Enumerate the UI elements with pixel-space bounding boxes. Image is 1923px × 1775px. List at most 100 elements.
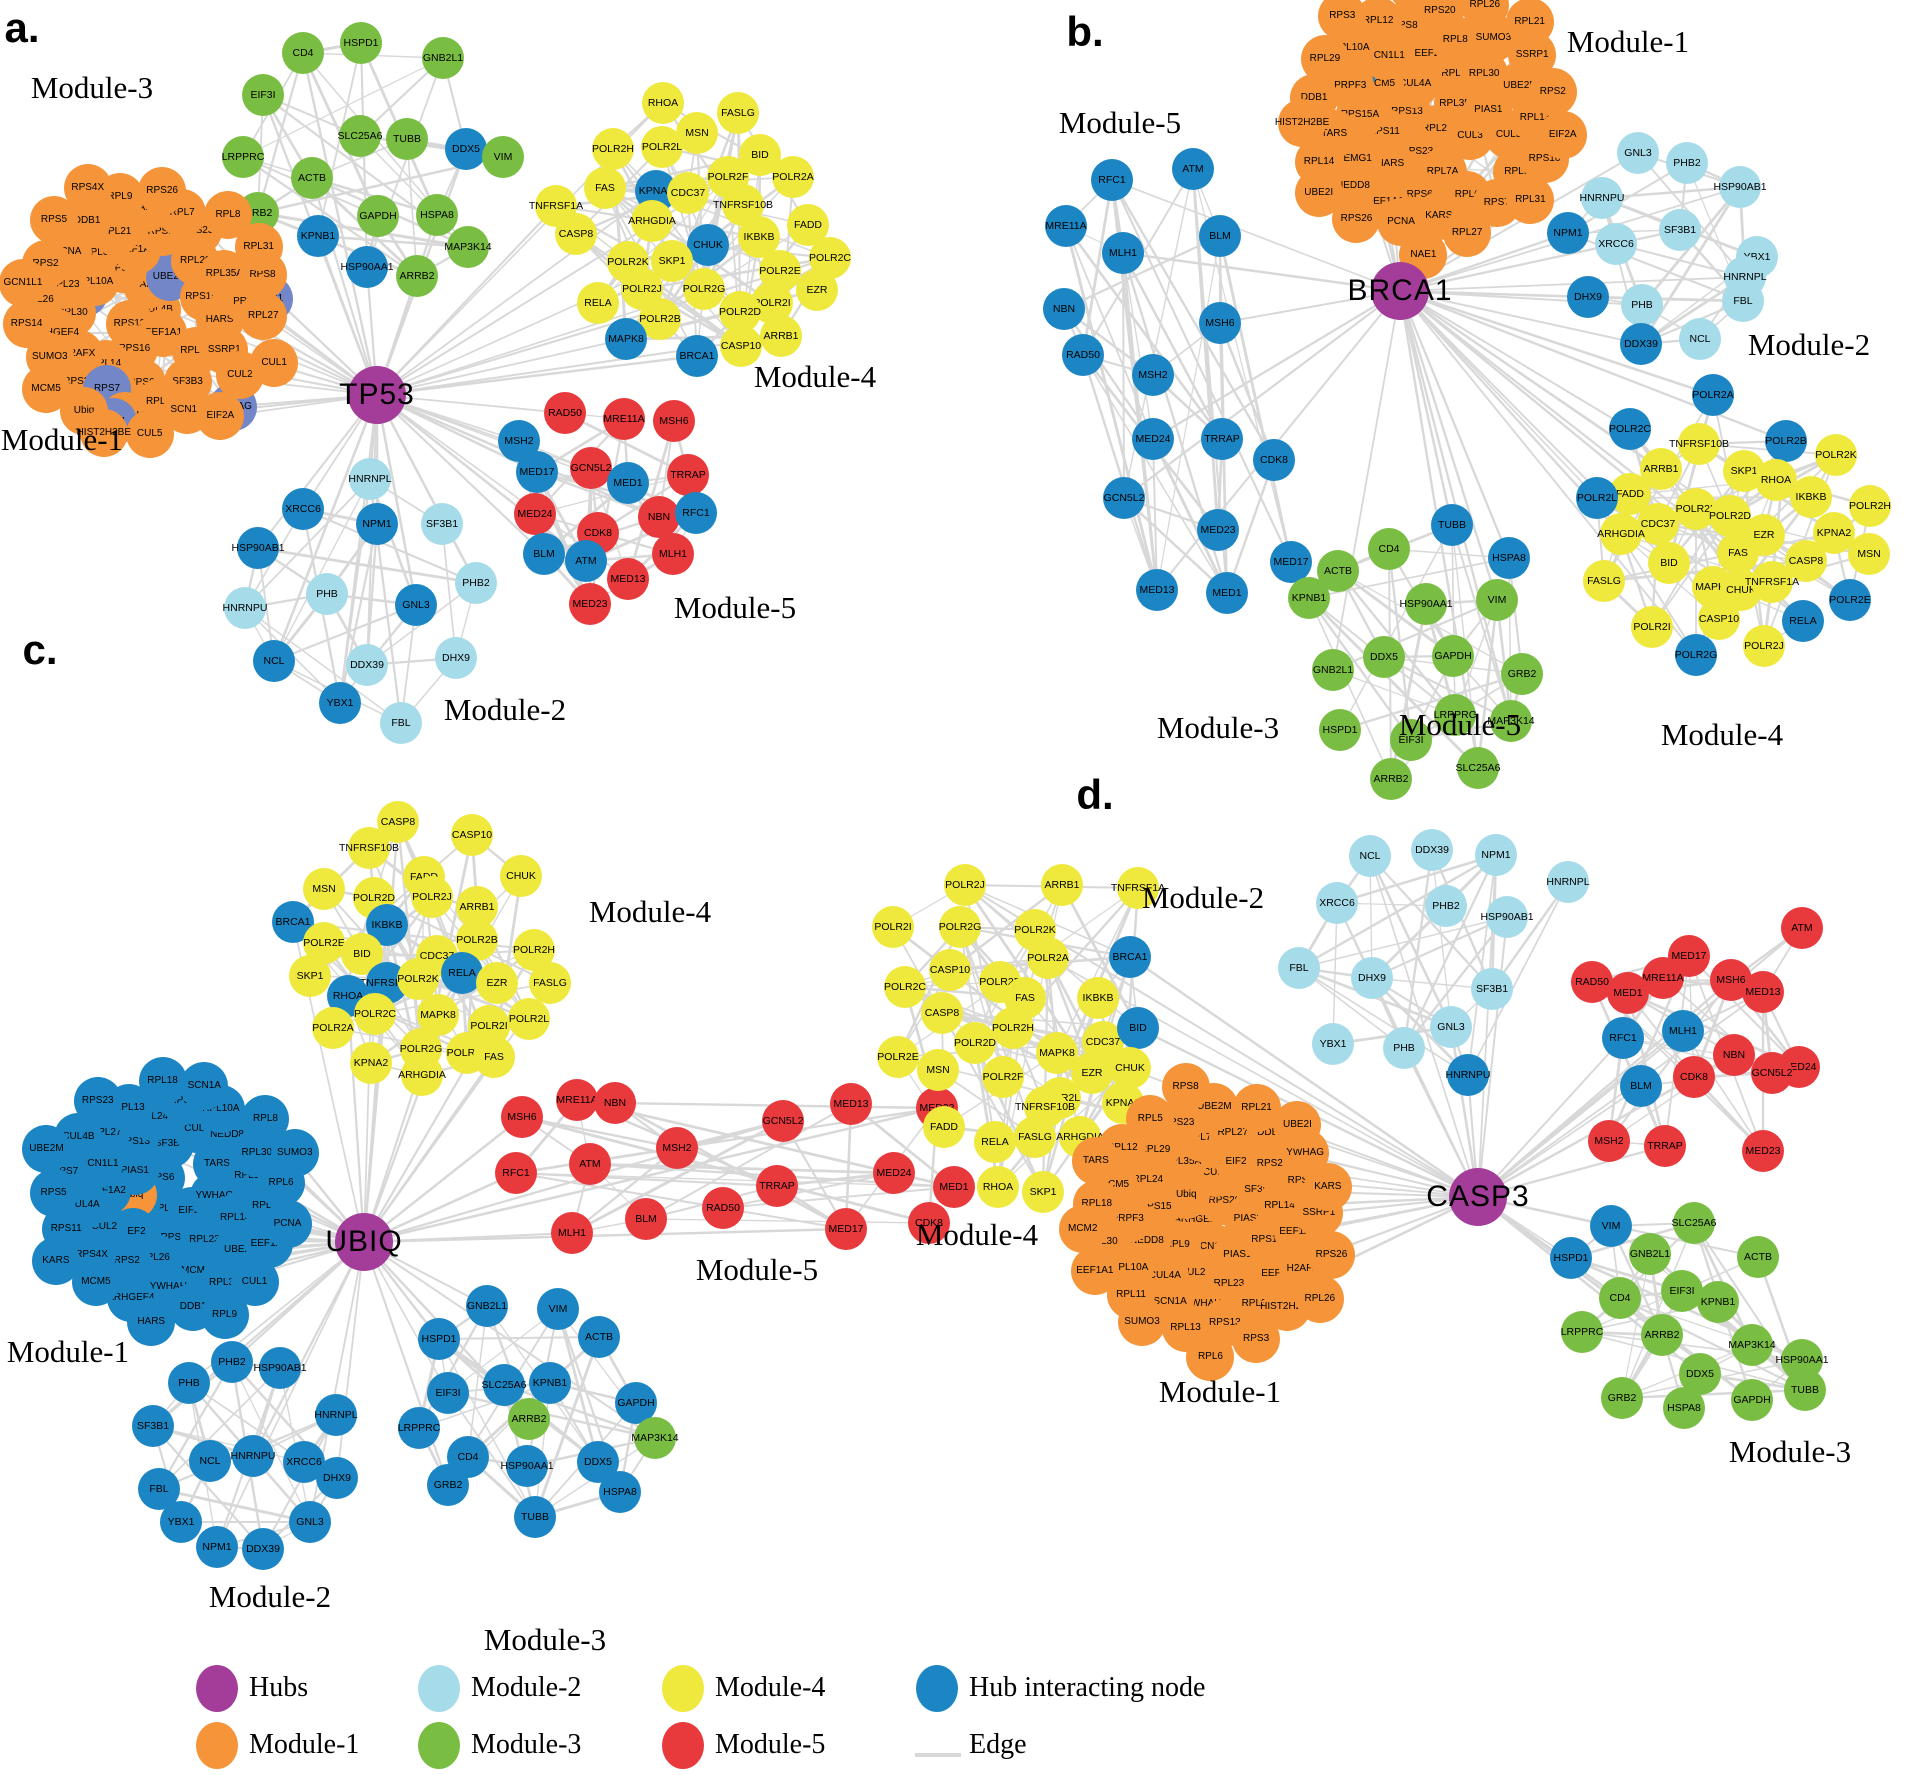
node-POLR2A[interactable]: POLR2A <box>772 156 814 198</box>
node-VIM[interactable]: VIM <box>537 1288 579 1330</box>
node-CDC37[interactable]: CDC37 <box>1637 503 1679 545</box>
node-MAPK8[interactable]: MAPK8 <box>605 318 647 360</box>
node-FASLG[interactable]: FASLG <box>1014 1116 1056 1158</box>
node-KPNB1[interactable]: KPNB1 <box>1697 1281 1739 1323</box>
node-TNFRSF10B[interactable]: TNFRSF10B <box>1669 423 1729 465</box>
node-BLM[interactable]: BLM <box>625 1198 667 1240</box>
node-PHB[interactable]: PHB <box>306 573 348 615</box>
node-HSP90AB1[interactable]: HSP90AB1 <box>253 1347 307 1389</box>
node-MRE11A[interactable]: MRE11A <box>556 1079 598 1121</box>
node-KPNB1[interactable]: KPNB1 <box>1288 577 1330 619</box>
node-SUMO3[interactable]: SUMO3 <box>1117 1298 1166 1347</box>
node-ARRB2[interactable]: ARRB2 <box>1641 1314 1683 1356</box>
node-TNFRSF10B[interactable]: TNFRSF10B <box>339 827 399 869</box>
node-MLH1[interactable]: MLH1 <box>1102 232 1144 274</box>
node-ARHGDIA[interactable]: ARHGDIA <box>1597 513 1645 555</box>
node-TRRAP[interactable]: TRRAP <box>756 1165 798 1207</box>
node-HSP90AB1[interactable]: HSP90AB1 <box>231 527 285 569</box>
node-RPL26[interactable]: RPL26 <box>1295 1275 1344 1324</box>
node-HSPD1[interactable]: HSPD1 <box>1319 709 1361 751</box>
node-PHB[interactable]: PHB <box>168 1362 210 1404</box>
node-TRRAP[interactable]: TRRAP <box>1644 1125 1686 1167</box>
node-POLR2A[interactable]: POLR2A <box>312 1007 354 1049</box>
node-PHB2[interactable]: PHB2 <box>455 562 497 604</box>
node-CHUK[interactable]: CHUK <box>500 855 542 897</box>
node-YBX1[interactable]: YBX1 <box>1312 1023 1354 1065</box>
node-RPS4X[interactable]: RPS4X <box>63 164 112 213</box>
node-FBL[interactable]: FBL <box>1722 280 1764 322</box>
node-CASP10[interactable]: CASP10 <box>929 949 971 991</box>
node-GCN5L2[interactable]: GCN5L2 <box>570 447 612 489</box>
node-FBL[interactable]: FBL <box>380 702 422 744</box>
node-TUBB[interactable]: TUBB <box>386 118 428 160</box>
node-RFC1[interactable]: RFC1 <box>1091 159 1133 201</box>
node-KPNA2[interactable]: KPNA2 <box>350 1042 392 1084</box>
node-NBN[interactable]: NBN <box>1043 288 1085 330</box>
node-MLH1[interactable]: MLH1 <box>652 533 694 575</box>
node-YBX1[interactable]: YBX1 <box>160 1501 202 1543</box>
node-MRE11A[interactable]: MRE11A <box>1642 957 1684 999</box>
node-CASP10[interactable]: CASP10 <box>720 325 762 367</box>
node-MED24[interactable]: MED24 <box>873 1152 915 1194</box>
node-ARRB2[interactable]: ARRB2 <box>396 255 438 297</box>
node-SKP1[interactable]: SKP1 <box>289 955 331 997</box>
node-ARRB2[interactable]: ARRB2 <box>1370 758 1412 800</box>
node-RPL31[interactable]: RPL31 <box>234 223 283 272</box>
node-GNL3[interactable]: GNL3 <box>1430 1006 1472 1048</box>
node-POLR2A[interactable]: POLR2A <box>1692 374 1734 416</box>
node-MSH6[interactable]: MSH6 <box>653 400 695 442</box>
node-DHX9[interactable]: DHX9 <box>316 1457 358 1499</box>
node-HSP90AA1[interactable]: HSP90AA1 <box>1399 583 1453 625</box>
node-SLC25A6[interactable]: SLC25A6 <box>338 115 382 157</box>
node-RAD50[interactable]: RAD50 <box>702 1187 744 1229</box>
node-PHB[interactable]: PHB <box>1621 284 1663 326</box>
node-DDX39[interactable]: DDX39 <box>1411 829 1453 871</box>
node-TUBB[interactable]: TUBB <box>514 1496 556 1538</box>
hub-node-TP53[interactable] <box>348 366 406 424</box>
node-RELA[interactable]: RELA <box>577 282 619 324</box>
node-RPS3[interactable]: RPS3 <box>1232 1315 1281 1364</box>
node-NPM1[interactable]: NPM1 <box>356 503 398 545</box>
node-NPM1[interactable]: NPM1 <box>1547 212 1589 254</box>
node-RPL27[interactable]: RPL27 <box>239 291 288 340</box>
node-MAP3K14[interactable]: MAP3K14 <box>444 226 492 268</box>
node-DDX39[interactable]: DDX39 <box>346 644 388 686</box>
node-GCN1L1[interactable]: GCN1L1 <box>0 258 47 307</box>
node-HSPA8[interactable]: HSPA8 <box>1663 1387 1705 1429</box>
node-CHUK[interactable]: CHUK <box>687 224 729 266</box>
node-MED1[interactable]: MED1 <box>1607 972 1649 1014</box>
node-NBN[interactable]: NBN <box>1713 1034 1755 1076</box>
node-MED1[interactable]: MED1 <box>1206 572 1248 614</box>
node-MED13[interactable]: MED13 <box>1136 569 1178 611</box>
node-CASP10[interactable]: CASP10 <box>451 814 493 856</box>
node-LRPPRC[interactable]: LRPPRC <box>222 136 264 178</box>
node-HSP90AA1[interactable]: HSP90AA1 <box>500 1445 554 1487</box>
node-RPL31[interactable]: RPL31 <box>1506 176 1555 225</box>
node-GAPDH[interactable]: GAPDH <box>615 1382 657 1424</box>
node-TRRAP[interactable]: TRRAP <box>1201 418 1243 460</box>
node-XRCC6[interactable]: XRCC6 <box>282 488 324 530</box>
node-MSN[interactable]: MSN <box>676 112 718 154</box>
node-BRCA1[interactable]: BRCA1 <box>676 335 718 377</box>
node-POLR2H[interactable]: POLR2H <box>992 1007 1034 1049</box>
node-ACTB[interactable]: ACTB <box>1737 1236 1779 1278</box>
node-RPS23[interactable]: RPS23 <box>73 1076 122 1125</box>
node-FADD[interactable]: FADD <box>923 1106 965 1148</box>
node-FASLG[interactable]: FASLG <box>529 962 571 1004</box>
node-GAPDH[interactable]: GAPDH <box>1432 635 1474 677</box>
node-TUBB[interactable]: TUBB <box>1431 504 1473 546</box>
node-GRB2[interactable]: GRB2 <box>1501 653 1543 695</box>
node-HNRNPL[interactable]: HNRNPL <box>348 458 392 500</box>
node-YWHAG[interactable]: YWHAG <box>1388 0 1437 11</box>
node-NCL[interactable]: NCL <box>253 640 295 682</box>
node-MSH6[interactable]: MSH6 <box>501 1096 543 1138</box>
node-MSH2[interactable]: MSH2 <box>1132 354 1174 396</box>
node-PHB2[interactable]: PHB2 <box>1666 142 1708 184</box>
node-HIST2H2BE[interactable]: HIST2H2BE <box>77 409 131 458</box>
node-PHB[interactable]: PHB <box>1383 1027 1425 1069</box>
node-EIF3I[interactable]: EIF3I <box>242 74 284 116</box>
node-RPS26[interactable]: RPS26 <box>138 166 187 215</box>
node-EZR[interactable]: EZR <box>796 269 838 311</box>
node-POLR2H[interactable]: POLR2H <box>1849 485 1891 527</box>
node-DDX5[interactable]: DDX5 <box>445 128 487 170</box>
